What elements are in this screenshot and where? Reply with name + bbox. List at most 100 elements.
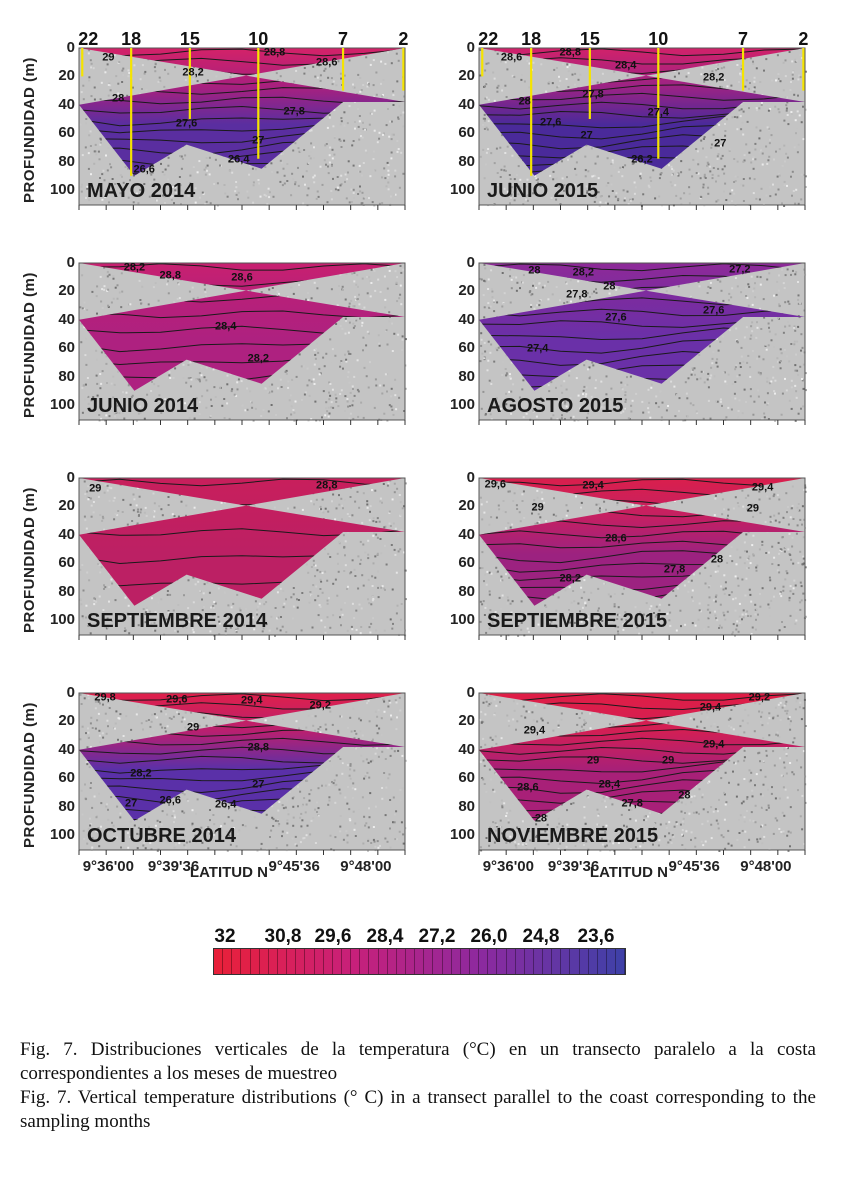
contour-label: 28,2 bbox=[703, 71, 724, 83]
panel-title: MAYO 2014 bbox=[87, 180, 195, 203]
colorbar-swatch bbox=[260, 949, 269, 974]
colorbar-label: 23,6 bbox=[578, 926, 615, 948]
contour-label: 26,4 bbox=[215, 799, 236, 811]
y-tick-label: 40 bbox=[35, 526, 75, 543]
colorbar-swatch bbox=[406, 949, 415, 974]
contour-label: 29,4 bbox=[700, 702, 721, 714]
contour-label: 27 bbox=[580, 129, 592, 141]
colorbar-swatch bbox=[461, 949, 470, 974]
y-tick-label: 80 bbox=[435, 583, 475, 600]
contour-label: 27,6 bbox=[540, 117, 561, 129]
y-tick-label: 80 bbox=[35, 798, 75, 815]
colorbar-label: 30,8 bbox=[265, 926, 302, 948]
y-tick-label: 100 bbox=[435, 181, 475, 198]
y-tick-label: 0 bbox=[35, 684, 75, 701]
colorbar-swatch bbox=[315, 949, 324, 974]
panel-mayo-2014: 29 28,8 28,6 28,2 28 27,8 27,6 27 26,4 26,6 MAYO 2… bbox=[79, 48, 405, 205]
y-tick-label: 0 bbox=[435, 39, 475, 56]
colorbar-label: 27,2 bbox=[419, 926, 456, 948]
contour-label: 27,6 bbox=[703, 305, 724, 317]
contour-label: 28 bbox=[112, 92, 124, 104]
colorbar-swatch bbox=[589, 949, 598, 974]
contour-label: 29 bbox=[662, 754, 674, 766]
colorbar-swatch bbox=[296, 949, 305, 974]
x-tick-label: 9°48'00 bbox=[740, 858, 791, 875]
y-tick-label: 80 bbox=[435, 368, 475, 385]
panel-junio-2014: 28,2 28,8 28,6 28,4 28,2 JUNIO 2014 0 20 40 60 80 1… bbox=[79, 263, 405, 420]
contour-label: 27,4 bbox=[648, 107, 669, 119]
colorbar-swatch bbox=[616, 949, 625, 974]
contour-label: 28,6 bbox=[231, 272, 252, 284]
y-tick-label: 60 bbox=[435, 769, 475, 786]
colorbar-label: 28,4 bbox=[367, 926, 404, 948]
x-tick-label: 9°36'00 bbox=[483, 858, 534, 875]
y-tick-label: 40 bbox=[435, 526, 475, 543]
y-tick-label: 40 bbox=[35, 96, 75, 113]
station-label: 10 bbox=[648, 29, 668, 50]
x-tick-label: 9°45'36 bbox=[269, 858, 320, 875]
contour-label: 28 bbox=[711, 554, 723, 566]
panel-junio-2015: 28,6 28,8 28,4 28,2 28 27,8 27,4 27,6 27 27 26,2 JU… bbox=[479, 48, 805, 205]
colorbar-swatch bbox=[269, 949, 278, 974]
contour-label: 29,2 bbox=[310, 699, 331, 711]
y-tick-label: 60 bbox=[35, 554, 75, 571]
y-tick-label: 0 bbox=[435, 469, 475, 486]
contour-label: 28,2 bbox=[560, 572, 581, 584]
contour-label: 28,8 bbox=[316, 480, 337, 492]
contour-label: 27,8 bbox=[582, 88, 603, 100]
panel-title: NOVIEMBRE 2015 bbox=[487, 825, 658, 848]
panel-title: AGOSTO 2015 bbox=[487, 395, 623, 418]
y-tick-label: 60 bbox=[35, 769, 75, 786]
colorbar-swatch bbox=[470, 949, 479, 974]
y-tick-label: 40 bbox=[435, 96, 475, 113]
contour-label: 27,2 bbox=[729, 263, 750, 275]
y-tick-label: 20 bbox=[35, 282, 75, 299]
panel-agosto-2015: 28 28,2 27,2 27,8 28 27,6 27,6 27,4 AGOSTO 2015 0… bbox=[479, 263, 805, 420]
colorbar-swatch bbox=[241, 949, 250, 974]
y-tick-label: 100 bbox=[435, 826, 475, 843]
colorbar-swatch bbox=[433, 949, 442, 974]
colorbar-swatch bbox=[507, 949, 516, 974]
colorbar-swatch bbox=[388, 949, 397, 974]
colorbar-swatch bbox=[561, 949, 570, 974]
colorbar-label: 29,6 bbox=[315, 926, 352, 948]
contour-label: 28,6 bbox=[605, 532, 626, 544]
y-tick-label: 20 bbox=[435, 497, 475, 514]
station-label: 10 bbox=[248, 29, 268, 50]
panel-noviembre-2015: 29,2 29,4 29,4 29,4 29 29 28,6 28,4 28 27,8 28 NOVI… bbox=[479, 693, 805, 850]
y-tick-label: 100 bbox=[35, 611, 75, 628]
contour-label: 29 bbox=[102, 51, 114, 63]
contour-label: 27,8 bbox=[283, 105, 304, 117]
contour-label: 29,4 bbox=[703, 739, 724, 751]
contour-label: 28,2 bbox=[182, 67, 203, 79]
contour-label: 29,4 bbox=[582, 480, 603, 492]
colorbar-swatch bbox=[479, 949, 488, 974]
colorbar-swatch bbox=[333, 949, 342, 974]
colorbar-swatch bbox=[488, 949, 497, 974]
contour-label: 27 bbox=[714, 138, 726, 150]
station-label: 7 bbox=[338, 29, 348, 50]
contour-label: 28,6 bbox=[517, 781, 538, 793]
contour-label: 27 bbox=[252, 135, 264, 147]
panel-title: OCTUBRE 2014 bbox=[87, 825, 236, 848]
colorbar-swatch bbox=[516, 949, 525, 974]
panel-title: JUNIO 2015 bbox=[487, 180, 598, 203]
colorbar-swatch bbox=[397, 949, 406, 974]
colorbar-swatch bbox=[369, 949, 378, 974]
y-tick-label: 80 bbox=[35, 368, 75, 385]
contour-label: 28 bbox=[528, 265, 540, 277]
colorbar-swatch bbox=[342, 949, 351, 974]
y-axis-title: PROFUNDIDAD (m) bbox=[21, 272, 38, 418]
station-label: 22 bbox=[478, 29, 498, 50]
station-label: 18 bbox=[121, 29, 141, 50]
y-tick-label: 0 bbox=[35, 469, 75, 486]
station-label: 2 bbox=[398, 29, 408, 50]
contour-label: 29,4 bbox=[241, 695, 262, 707]
colorbar-swatch bbox=[351, 949, 360, 974]
colorbar-swatch bbox=[424, 949, 433, 974]
colorbar-swatch bbox=[570, 949, 579, 974]
figure-caption: Fig. 7. Distribuciones verticales de la … bbox=[20, 1038, 816, 1134]
y-tick-label: 0 bbox=[35, 254, 75, 271]
contour-label: 26,2 bbox=[631, 154, 652, 166]
y-tick-label: 40 bbox=[35, 311, 75, 328]
